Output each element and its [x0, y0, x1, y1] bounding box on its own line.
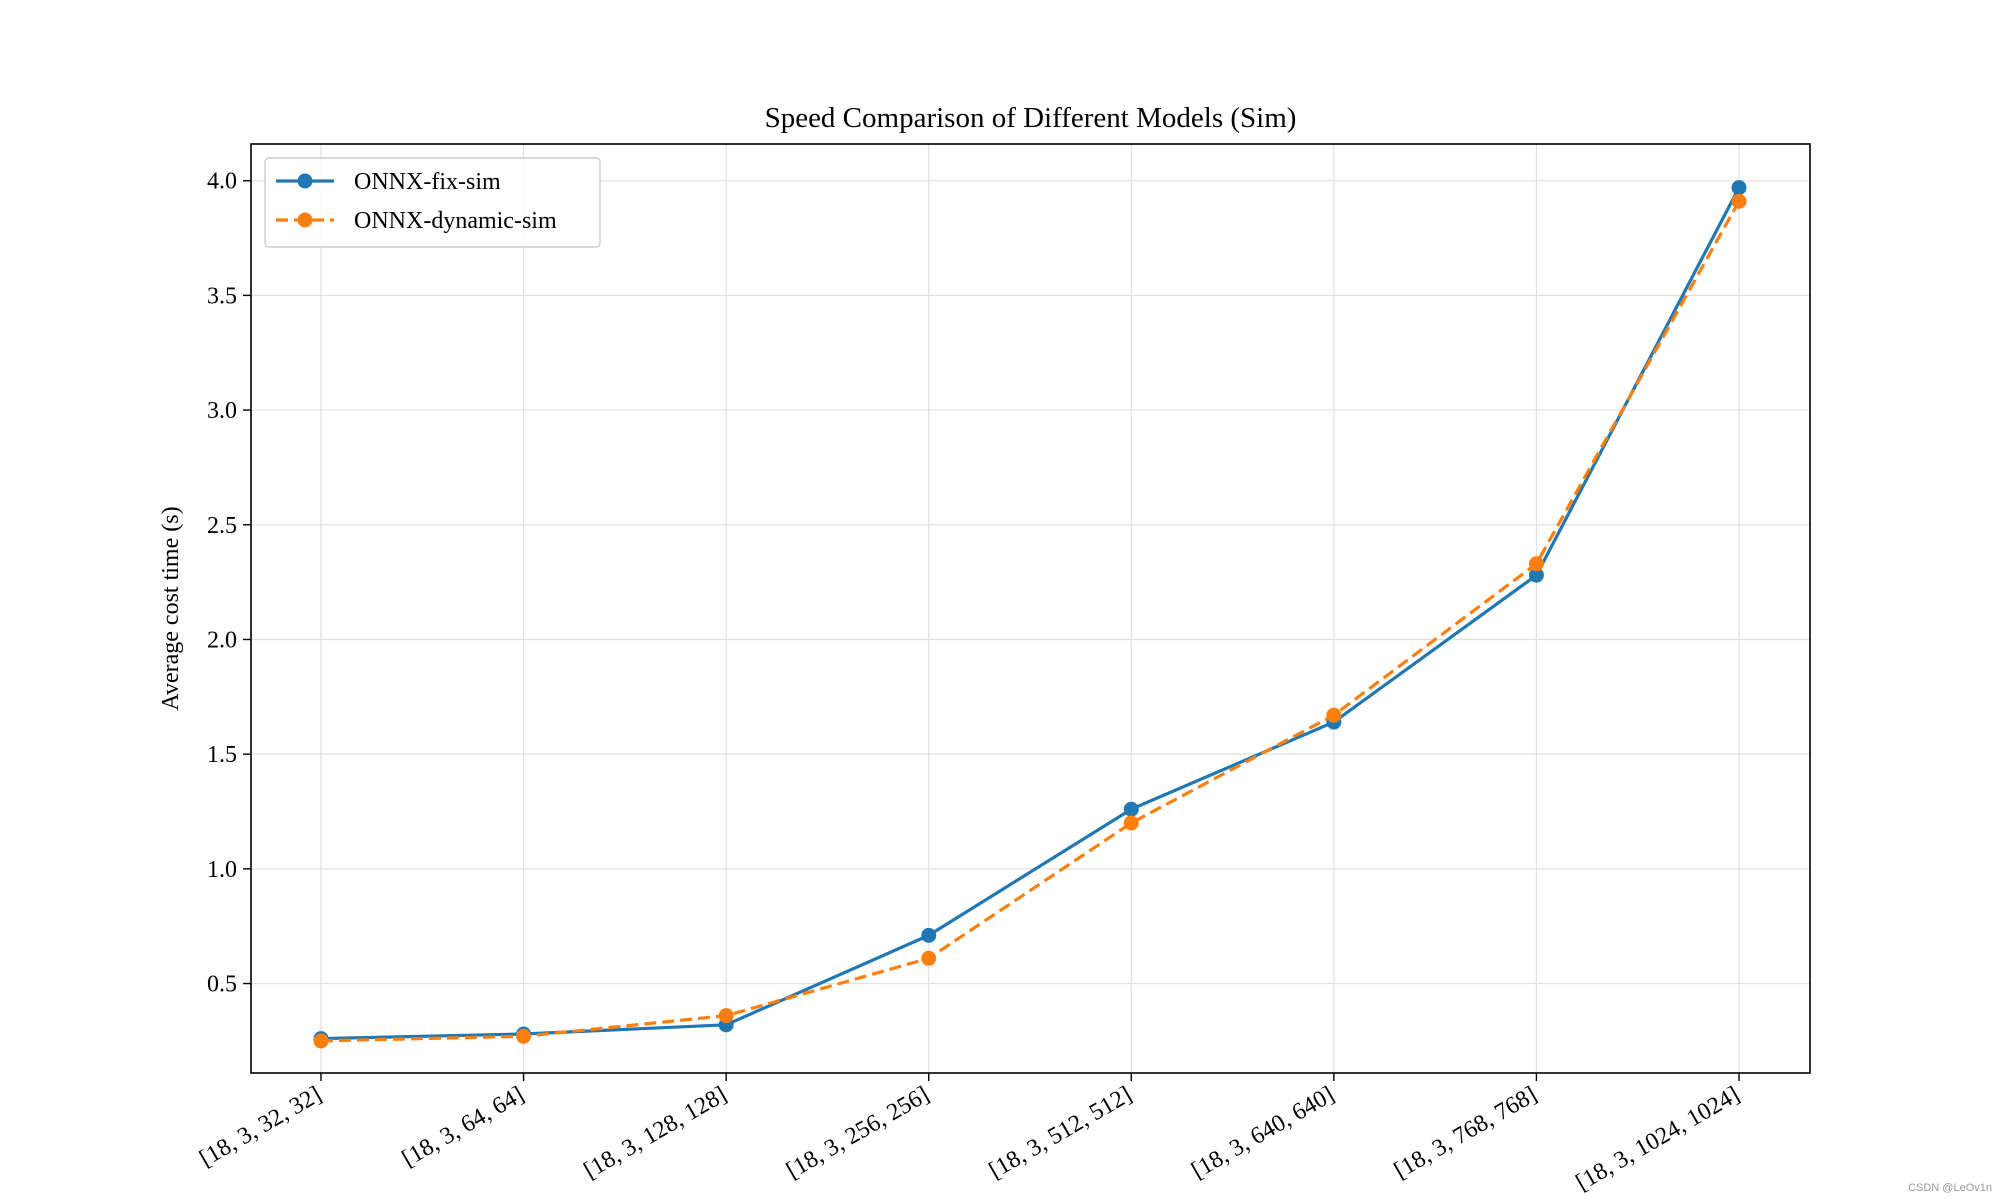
data-point	[921, 927, 937, 943]
y-axis: 0.5 1.0 1.5 2.0 2.5 3.0 3.5 4.0	[207, 169, 251, 998]
y-tick-label: 1.0	[207, 857, 237, 883]
y-tick-label: 2.5	[207, 513, 237, 539]
y-tick-label: 0.5	[207, 972, 237, 998]
data-point	[313, 1033, 329, 1049]
data-point	[1528, 567, 1544, 583]
data-point	[1123, 801, 1139, 817]
data-point	[1528, 556, 1544, 572]
data-point	[718, 1008, 734, 1024]
legend-entry: ONNX-fix-sim	[276, 169, 501, 195]
watermark: CSDN @LeOv1n	[1908, 1182, 1992, 1194]
legend-marker	[297, 173, 313, 189]
data-point	[1123, 815, 1139, 831]
legend-entry: ONNX-dynamic-sim	[276, 208, 557, 234]
legend-label: ONNX-fix-sim	[354, 169, 501, 195]
y-tick-label: 3.5	[207, 283, 237, 309]
data-point	[1731, 180, 1747, 196]
series-line	[320, 200, 1741, 1043]
legend-box	[264, 157, 601, 248]
legend: ONNX-fix-sim ONNX-dynamic-sim	[264, 157, 601, 248]
data-point	[516, 1028, 532, 1044]
legend-marker	[297, 212, 313, 228]
series-group	[313, 180, 1747, 1049]
data-point	[1326, 707, 1342, 723]
data-point	[1731, 193, 1747, 209]
data-point	[921, 950, 937, 966]
y-tick-label: 4.0	[207, 169, 237, 195]
y-tick-label: 2.0	[207, 627, 237, 653]
chart-title: Speed Comparison of Different Models (Si…	[765, 102, 1297, 134]
legend-label: ONNX-dynamic-sim	[354, 208, 557, 234]
series-onnx-dynamic-sim	[313, 193, 1747, 1049]
y-axis-label: Average cost time (s)	[158, 506, 184, 710]
y-tick-label: 1.5	[207, 742, 237, 768]
y-tick-label: 3.0	[207, 398, 237, 424]
plot-frame	[250, 143, 1811, 1074]
